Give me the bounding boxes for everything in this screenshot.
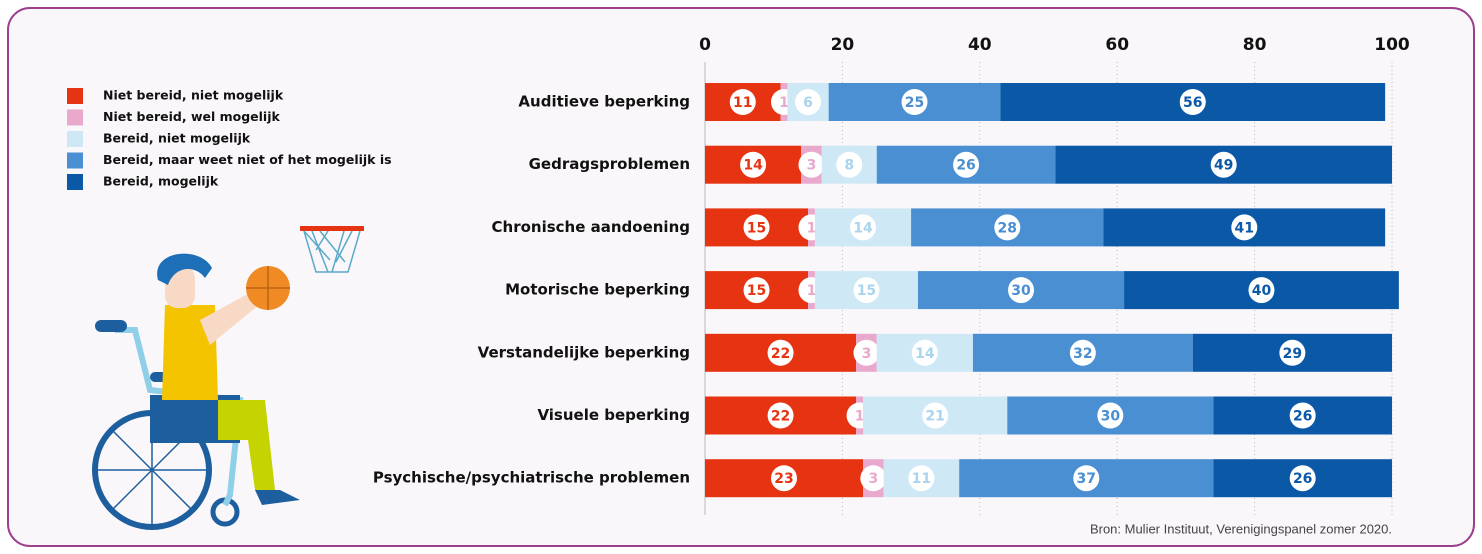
category-label: Chronische aandoening [492, 218, 690, 236]
value-label: 15 [747, 220, 766, 236]
value-label: 49 [1214, 158, 1233, 174]
value-label: 23 [774, 471, 793, 487]
value-label: 11 [912, 471, 931, 487]
category-label: Auditieve beperking [518, 93, 690, 111]
value-label: 3 [862, 346, 872, 362]
value-label: 14 [915, 346, 935, 362]
value-label: 30 [1011, 283, 1031, 299]
value-label: 26 [1293, 471, 1312, 487]
value-label: 37 [1077, 471, 1096, 487]
value-label: 1 [779, 95, 789, 111]
legend-label: Bereid, maar weet niet of het mogelijk i… [103, 152, 392, 167]
chart: Bron: Mulier Instituut, Verenigingspanel… [0, 0, 1482, 554]
value-label: 28 [998, 220, 1017, 236]
x-tick-label: 100 [1374, 35, 1410, 55]
value-label: 29 [1283, 346, 1302, 362]
value-label: 6 [803, 95, 813, 111]
value-label: 26 [1293, 409, 1312, 425]
value-label: 1 [855, 409, 865, 425]
value-label: 8 [844, 158, 854, 174]
value-label: 1 [807, 283, 817, 299]
category-label: Psychische/psychiatrische problemen [373, 469, 690, 487]
category-label: Gedragsproblemen [529, 155, 690, 173]
category-label: Motorische beperking [505, 281, 690, 299]
value-label: 56 [1183, 95, 1202, 111]
value-label: 32 [1073, 346, 1092, 362]
x-tick-label: 40 [968, 35, 992, 55]
category-label: Visuele beperking [537, 406, 690, 424]
category-label: Verstandelijke beperking [478, 343, 690, 361]
value-label: 26 [956, 158, 975, 174]
legend-label: Niet bereid, niet mogelijk [103, 88, 284, 103]
legend-swatch [67, 88, 83, 104]
x-tick-label: 80 [1243, 35, 1267, 55]
value-label: 3 [807, 158, 817, 174]
legend-label: Bereid, niet mogelijk [103, 131, 251, 146]
value-label: 30 [1101, 409, 1121, 425]
legend-label: Niet bereid, wel mogelijk [103, 109, 281, 124]
value-label: 40 [1252, 283, 1272, 299]
value-label: 22 [771, 409, 790, 425]
value-label: 15 [747, 283, 766, 299]
legend-swatch [67, 153, 83, 169]
legend-swatch [67, 110, 83, 126]
value-label: 11 [733, 95, 752, 111]
legend-swatch [67, 174, 83, 190]
x-tick-label: 20 [831, 35, 855, 55]
legend-swatch [67, 131, 83, 147]
legend-label: Bereid, mogelijk [103, 174, 219, 189]
x-tick-label: 60 [1105, 35, 1129, 55]
value-label: 15 [857, 283, 876, 299]
value-label: 1 [807, 220, 817, 236]
value-label: 21 [925, 409, 944, 425]
source-note: Bron: Mulier Instituut, Verenigingspanel… [1090, 521, 1392, 536]
value-label: 14 [853, 220, 873, 236]
value-label: 22 [771, 346, 790, 362]
value-label: 25 [905, 95, 924, 111]
value-label: 14 [743, 158, 763, 174]
value-label: 3 [868, 471, 878, 487]
value-label: 41 [1235, 220, 1254, 236]
x-tick-label: 0 [699, 35, 711, 55]
